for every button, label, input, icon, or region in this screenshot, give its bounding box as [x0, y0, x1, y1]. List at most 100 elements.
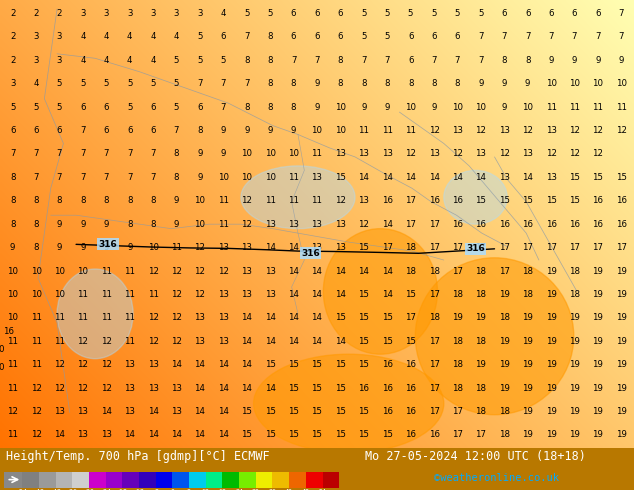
Text: 12: 12	[616, 126, 627, 135]
Text: 8: 8	[268, 56, 273, 65]
Text: Height/Temp. 700 hPa [gdmp][°C] ECMWF: Height/Temp. 700 hPa [gdmp][°C] ECMWF	[6, 450, 270, 463]
Text: -54: -54	[16, 489, 28, 490]
Text: 19: 19	[569, 407, 580, 416]
Text: 14: 14	[382, 267, 392, 275]
Text: 16: 16	[452, 220, 463, 229]
Text: 4: 4	[221, 9, 226, 18]
Text: 13: 13	[311, 173, 323, 182]
Text: 11: 11	[124, 267, 135, 275]
Text: 12: 12	[195, 243, 205, 252]
Text: 16: 16	[616, 196, 627, 205]
Bar	[205, 472, 223, 488]
Text: 12: 12	[148, 313, 158, 322]
Text: 19: 19	[616, 360, 627, 369]
Text: 15: 15	[405, 337, 416, 346]
Text: 6: 6	[525, 9, 531, 18]
Text: 13: 13	[264, 220, 276, 229]
Text: 4: 4	[80, 56, 86, 65]
Text: 12: 12	[358, 220, 370, 229]
Text: 12: 12	[77, 360, 88, 369]
Text: 18: 18	[218, 489, 226, 490]
Text: 5: 5	[268, 9, 273, 18]
Text: 48: 48	[302, 489, 310, 490]
Text: 14: 14	[171, 360, 182, 369]
Text: 19: 19	[593, 360, 604, 369]
Text: 8: 8	[501, 56, 507, 65]
Text: 14: 14	[148, 430, 158, 440]
Text: 10: 10	[288, 149, 299, 158]
Text: 18: 18	[476, 337, 486, 346]
Text: 11: 11	[77, 313, 88, 322]
Text: 14: 14	[335, 337, 346, 346]
Text: 6: 6	[501, 9, 507, 18]
Text: 11: 11	[546, 102, 557, 112]
Text: 15: 15	[382, 313, 392, 322]
Text: 17: 17	[429, 243, 439, 252]
Text: 14: 14	[382, 290, 392, 299]
Text: 12: 12	[148, 267, 158, 275]
Text: 7: 7	[80, 149, 86, 158]
Text: 5: 5	[455, 9, 460, 18]
Text: 14: 14	[54, 430, 65, 440]
Text: 13: 13	[546, 126, 557, 135]
Text: 13: 13	[311, 220, 323, 229]
Text: 5: 5	[57, 102, 62, 112]
Text: 30: 30	[252, 489, 260, 490]
Text: 14: 14	[195, 384, 205, 392]
Text: 15: 15	[358, 290, 370, 299]
Text: 15: 15	[242, 407, 252, 416]
Text: 12: 12	[592, 126, 604, 135]
Text: 13: 13	[171, 384, 182, 392]
Text: 11: 11	[569, 102, 580, 112]
Text: 6: 6	[455, 32, 460, 41]
Bar	[56, 472, 72, 488]
Text: 12: 12	[101, 384, 112, 392]
Text: 14: 14	[218, 430, 229, 440]
Text: 17: 17	[546, 243, 557, 252]
Text: 19: 19	[522, 430, 533, 440]
Text: 13: 13	[218, 243, 229, 252]
Text: 9: 9	[572, 56, 577, 65]
Text: 15: 15	[569, 173, 580, 182]
Ellipse shape	[241, 166, 355, 229]
Text: 11: 11	[405, 126, 416, 135]
Text: 2: 2	[34, 9, 39, 18]
Text: 11: 11	[124, 290, 135, 299]
Text: 12: 12	[242, 220, 252, 229]
Text: 11: 11	[7, 430, 18, 440]
Text: 15: 15	[335, 384, 346, 392]
Text: 15: 15	[616, 173, 627, 182]
Text: 9: 9	[501, 79, 507, 88]
Text: 8: 8	[268, 102, 273, 112]
Text: -8: -8	[152, 489, 160, 490]
Text: 5: 5	[431, 9, 437, 18]
Text: 16: 16	[3, 327, 14, 336]
Text: 8: 8	[174, 149, 179, 158]
Text: 15: 15	[358, 337, 370, 346]
Text: 7: 7	[619, 32, 624, 41]
Text: 16: 16	[592, 220, 604, 229]
Text: 9: 9	[361, 102, 366, 112]
Text: 6: 6	[127, 126, 133, 135]
Text: 14: 14	[195, 360, 205, 369]
Text: 17: 17	[405, 313, 416, 322]
Text: 8: 8	[34, 220, 39, 229]
Text: 14: 14	[476, 173, 486, 182]
Text: 6: 6	[595, 9, 600, 18]
Text: 12: 12	[101, 337, 112, 346]
Text: 5: 5	[174, 102, 179, 112]
Text: 13: 13	[335, 220, 346, 229]
Text: 15: 15	[382, 430, 392, 440]
Text: 14: 14	[264, 313, 276, 322]
Text: 10: 10	[522, 102, 533, 112]
Bar	[106, 472, 122, 488]
Text: 17: 17	[429, 337, 439, 346]
Text: 54: 54	[318, 489, 327, 490]
Text: 9: 9	[81, 220, 86, 229]
Text: 15: 15	[335, 313, 346, 322]
Text: 12: 12	[405, 149, 416, 158]
Text: 18: 18	[429, 267, 439, 275]
Text: 17: 17	[452, 407, 463, 416]
Text: 6: 6	[572, 9, 577, 18]
Text: 9: 9	[548, 56, 553, 65]
